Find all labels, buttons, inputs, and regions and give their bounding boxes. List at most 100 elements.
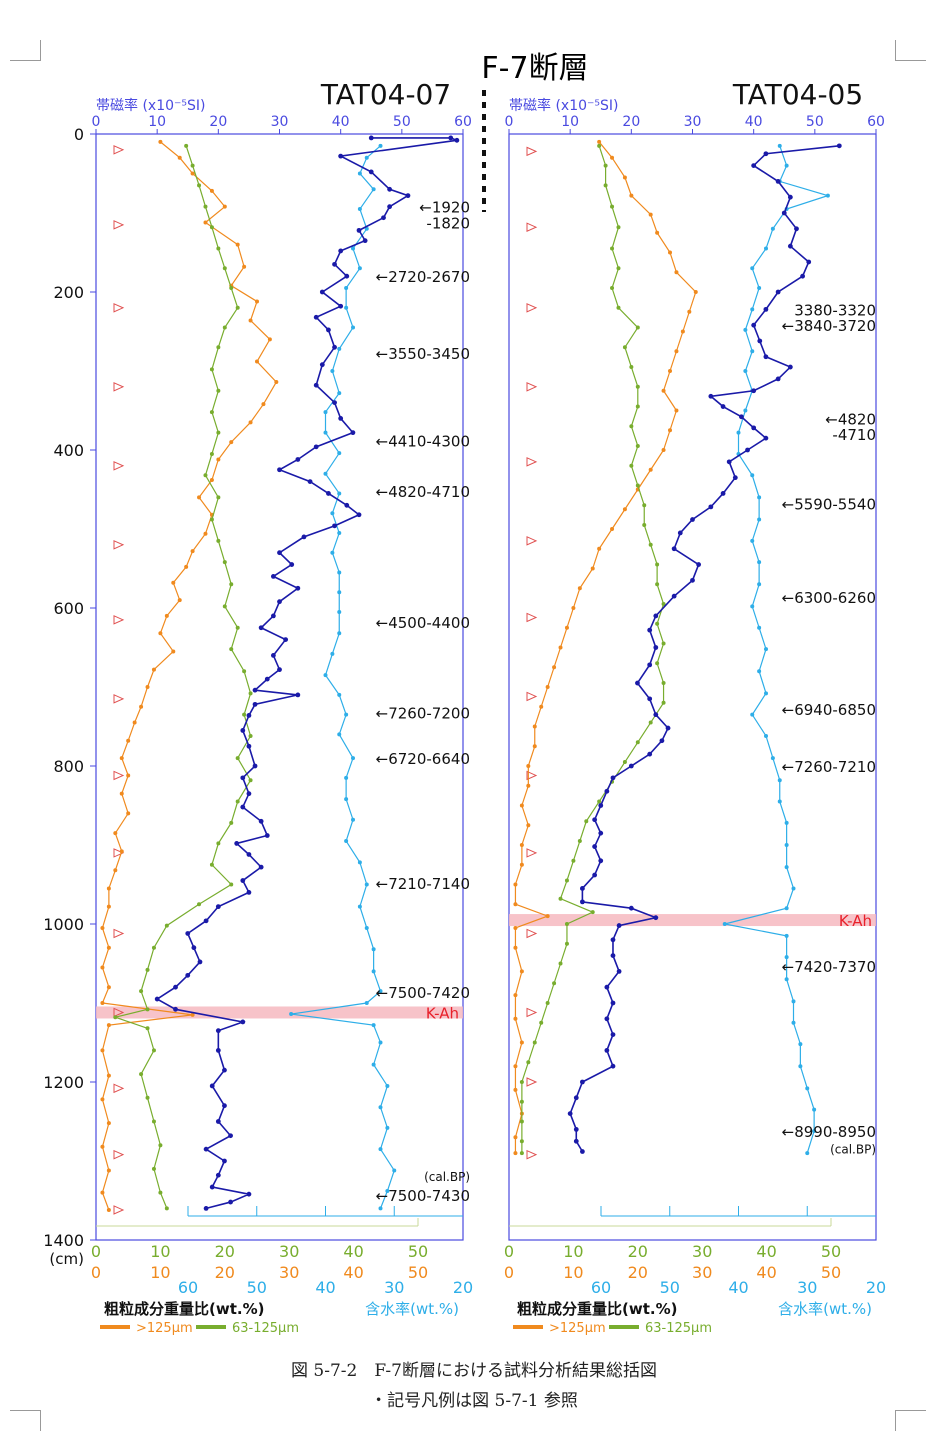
coarse63-point xyxy=(616,266,621,271)
magnetic-point xyxy=(313,444,319,450)
coarse63-point xyxy=(209,410,214,415)
age-annotation: ←5590-5540 xyxy=(782,496,876,514)
top-tick-label: 10 xyxy=(561,114,579,130)
coarse63-point xyxy=(635,444,640,449)
coarse63-point xyxy=(164,923,169,928)
coarse125-point xyxy=(106,985,111,990)
water-point xyxy=(757,517,762,522)
magnetic-point xyxy=(604,788,610,794)
bottom-tick-green: 0 xyxy=(91,1242,101,1261)
magnetic-point xyxy=(775,289,781,295)
coarse63-point xyxy=(229,286,234,291)
y-tick-label: 600 xyxy=(53,599,84,618)
sample-marker xyxy=(526,222,538,232)
water-point xyxy=(791,999,796,1004)
coarse63-point xyxy=(145,1095,150,1100)
magnetic-point xyxy=(751,163,757,169)
age-annotation: ←6300-6260 xyxy=(782,589,876,607)
magnetic-point xyxy=(228,1133,233,1139)
coarse63-point xyxy=(197,902,202,907)
water-point xyxy=(357,904,362,909)
magnetic-point xyxy=(338,153,344,159)
coarse63-point xyxy=(629,463,634,468)
magnetic-point xyxy=(338,416,344,421)
magnetic-point xyxy=(671,593,677,599)
coarse63-point xyxy=(209,517,214,522)
magnetic-point xyxy=(690,577,695,583)
top-axis-label: 帯磁率 (x10⁻⁵SI) xyxy=(509,97,619,114)
magnetic-point xyxy=(277,467,282,473)
water-point xyxy=(364,882,369,887)
water-point xyxy=(777,799,782,804)
water-point xyxy=(330,511,335,516)
coarse125-point xyxy=(564,625,569,630)
coarse63-point xyxy=(235,625,240,630)
magnetic-point xyxy=(665,725,671,731)
magnetic-point xyxy=(209,1184,215,1190)
water-point xyxy=(344,712,349,717)
coarse63-point xyxy=(635,740,640,745)
magnetic-point xyxy=(598,803,604,808)
sample-marker xyxy=(526,770,538,781)
magnetic-point xyxy=(252,763,258,769)
coarse125-point xyxy=(242,264,247,269)
coarse63-point xyxy=(216,345,221,350)
coarse63-point xyxy=(552,981,557,986)
magnetic-point xyxy=(307,479,313,484)
water-point xyxy=(323,410,328,415)
magnetic-point xyxy=(567,1111,573,1116)
magnetic-point xyxy=(720,404,726,409)
magnetic-point xyxy=(277,599,282,605)
coarse63-point xyxy=(519,1139,524,1144)
water-point xyxy=(289,1012,294,1017)
magnetic-point xyxy=(757,338,763,344)
age-annotation: ←3840-3720 xyxy=(782,317,876,335)
coarse63-point xyxy=(558,896,563,901)
water-point xyxy=(337,530,342,535)
coarse63-point xyxy=(216,388,221,393)
coarse125-point xyxy=(545,685,550,689)
bottom-tick-water: 60 xyxy=(178,1278,198,1297)
bottom-tick-orange: 10 xyxy=(150,1263,170,1282)
water-point xyxy=(750,349,755,354)
magnetic-point xyxy=(338,303,344,309)
coarse125-point xyxy=(648,212,653,217)
kah-label: K-Ah xyxy=(426,1004,459,1022)
coarse125-point xyxy=(106,1168,111,1173)
magnetic-point xyxy=(215,1028,221,1034)
coarse63-point xyxy=(248,691,253,696)
age-annotation: ←7210-7140 xyxy=(376,875,470,893)
water-point xyxy=(337,732,342,737)
magnetic-point xyxy=(215,1119,221,1124)
magnetic-point xyxy=(356,227,362,233)
magnetic-point xyxy=(387,186,392,192)
magnetic-point xyxy=(222,1103,227,1109)
water-point xyxy=(764,691,768,696)
coarse63-point xyxy=(164,1206,169,1211)
y-tick-label: 400 xyxy=(53,441,84,460)
coarse125-point xyxy=(100,1048,105,1053)
coarse63-point xyxy=(635,483,640,488)
coarse125-point xyxy=(552,665,557,670)
magnetic-point xyxy=(301,534,307,540)
bottom-tick-orange: 30 xyxy=(692,1263,712,1282)
crop-mark xyxy=(10,1410,41,1431)
y-tick-label: 200 xyxy=(53,283,84,302)
water-axis-label: 含水率(wt.%) xyxy=(778,1300,872,1318)
water-point xyxy=(371,1023,376,1028)
magnetic-point xyxy=(240,1019,246,1025)
water-point xyxy=(337,491,342,496)
coarse63-point xyxy=(222,604,227,609)
coarse63-point xyxy=(229,582,234,587)
coarse63-point xyxy=(209,367,214,372)
age-annotation: ←7500-7420 xyxy=(376,984,470,1002)
coarse63-point xyxy=(603,163,608,168)
coarse63-point xyxy=(113,1015,118,1020)
sample-marker xyxy=(113,615,125,625)
bottom-tick-orange: 30 xyxy=(279,1263,299,1282)
water-point xyxy=(743,369,748,373)
coarse63-line xyxy=(113,145,252,1209)
bottom-tick-water: 60 xyxy=(591,1278,611,1297)
age-annotation: -4710 xyxy=(832,426,876,444)
